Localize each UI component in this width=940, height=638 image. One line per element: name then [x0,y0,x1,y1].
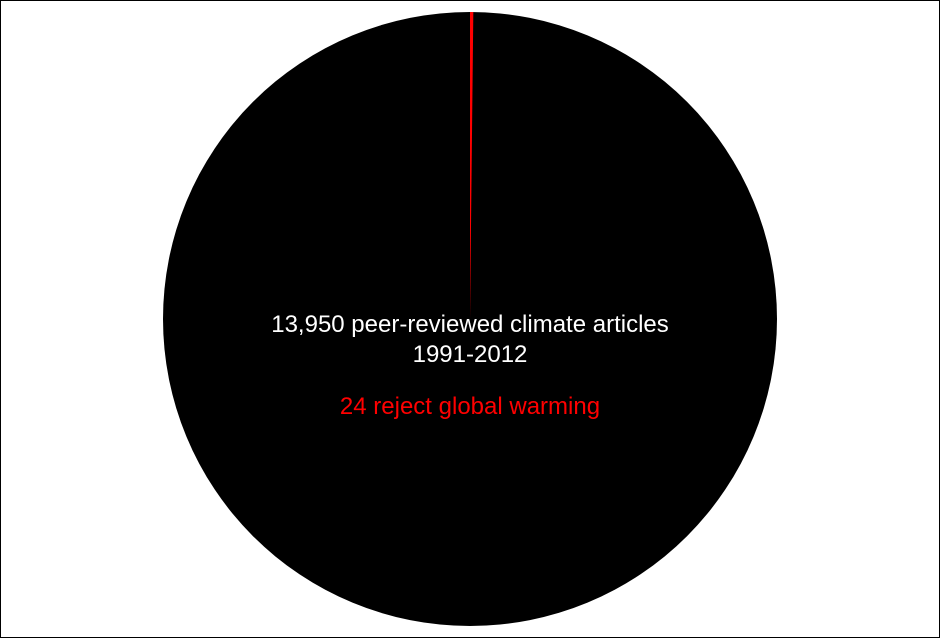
main-label-line2: 1991-2012 [413,341,528,368]
sub-label: 24 reject global warming [163,392,777,422]
main-label: 13,950 peer-reviewed climate articles 19… [163,310,777,370]
chart-labels: 13,950 peer-reviewed climate articles 19… [163,310,777,422]
chart-frame: 13,950 peer-reviewed climate articles 19… [0,0,940,638]
pie-chart-container: 13,950 peer-reviewed climate articles 19… [163,12,777,626]
main-label-line1: 13,950 peer-reviewed climate articles [271,311,669,338]
